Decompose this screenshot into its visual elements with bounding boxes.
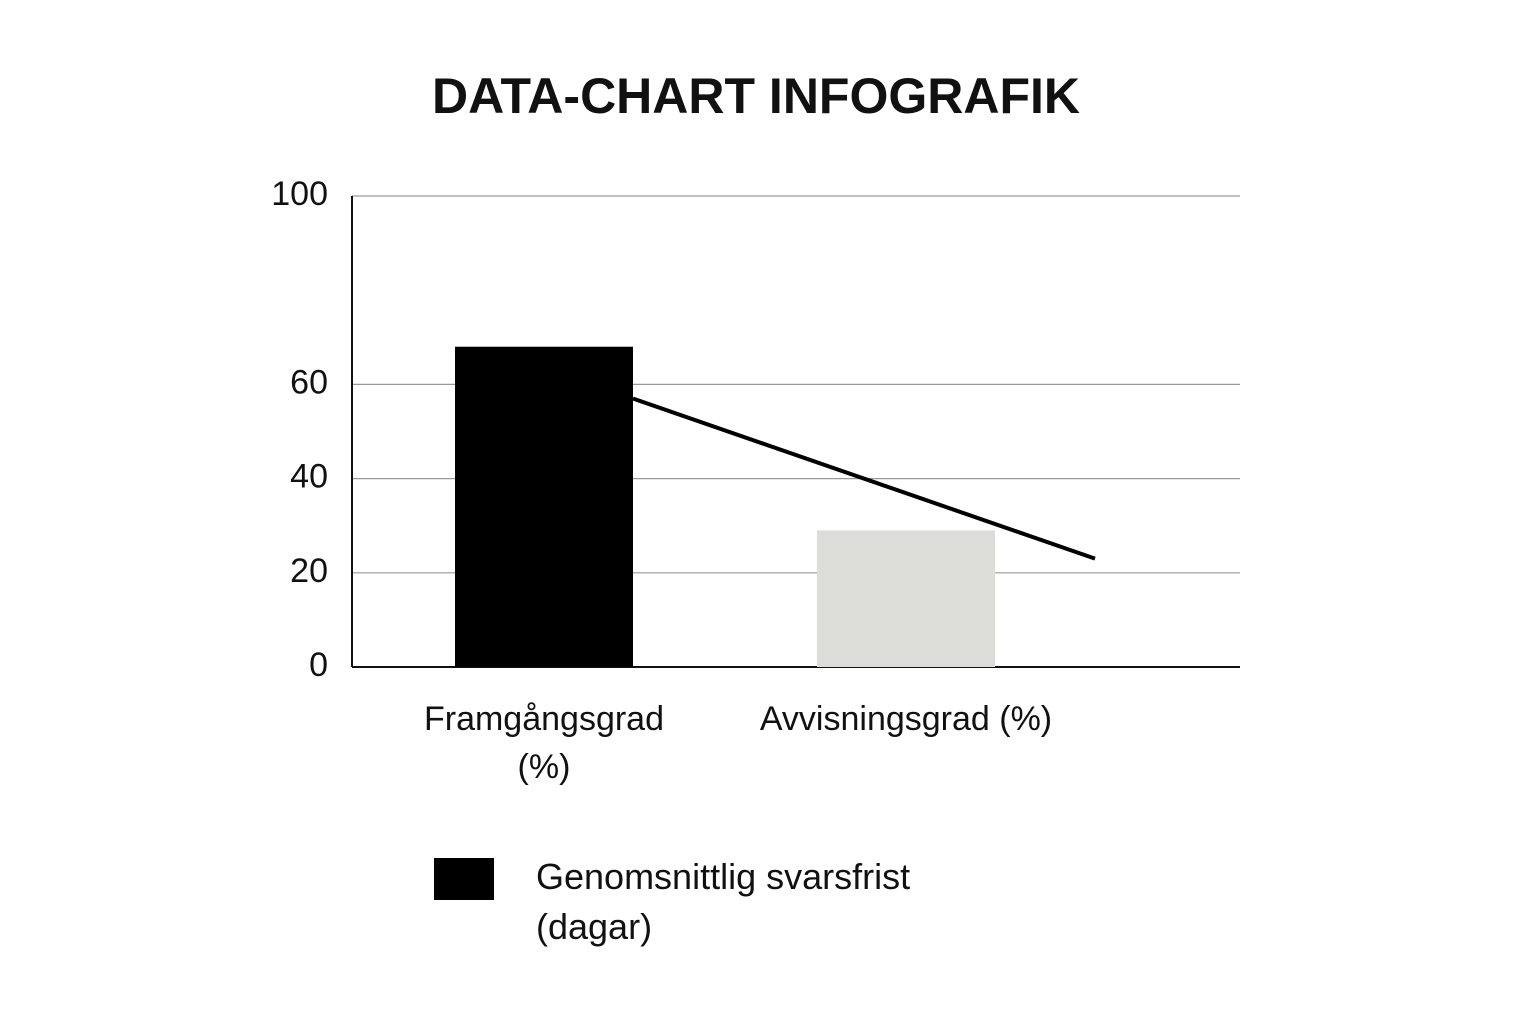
x-tick-label: Avvisningsgrad (%) [759,700,1053,738]
y-tick-label: 40 [290,458,328,496]
y-tick-label: 100 [271,175,328,213]
chart-title: DATA-CHART INFOGRAFIK [432,68,1080,124]
y-tick-label: 20 [290,552,328,590]
x-tick-label: Framgångsgrad (%) [423,700,664,786]
bar [455,346,633,667]
legend-label: Genomsnittlig svarsfrist (dagar) [536,856,911,947]
y-tick-label: 60 [290,363,328,401]
y-tick-label: 0 [309,646,328,684]
line-series [632,396,1096,561]
legend-swatch [434,858,494,900]
bar [817,530,995,667]
